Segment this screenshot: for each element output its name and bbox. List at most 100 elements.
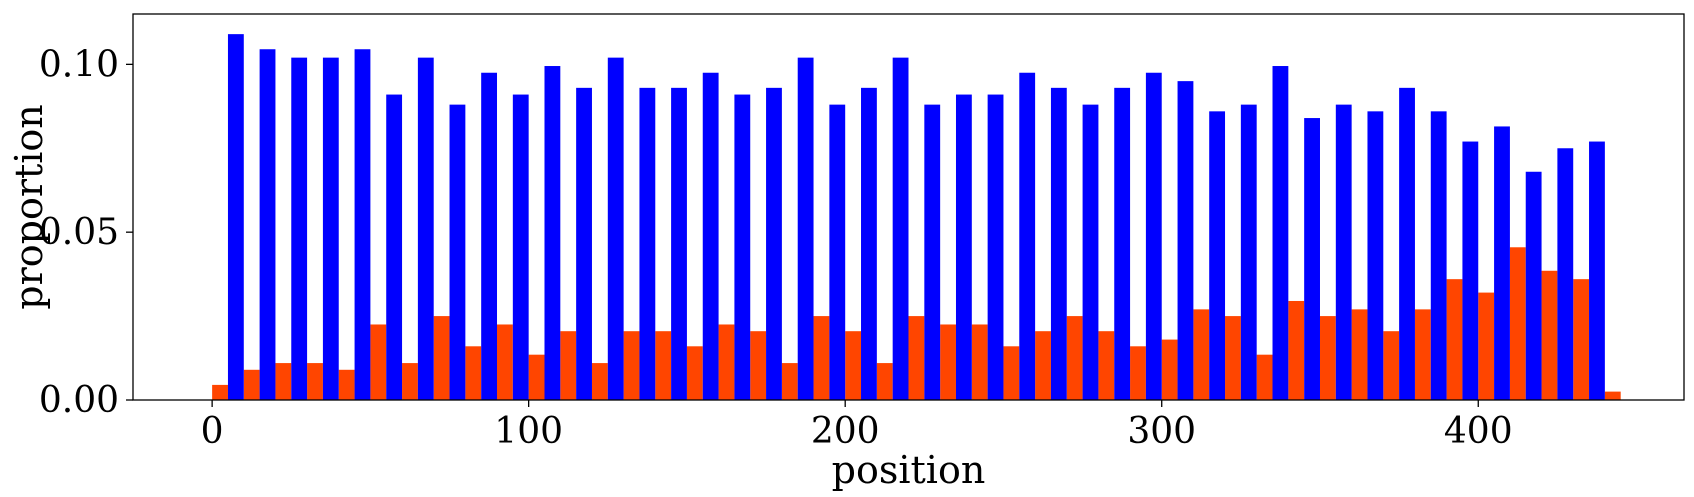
bar-series2-bin2 (291, 57, 308, 401)
bar-series1-bin4 (338, 369, 355, 400)
bar-series1-bin10 (528, 354, 545, 400)
bar-series1-bin9 (497, 324, 513, 400)
bar-series1-bin40 (1478, 292, 1495, 400)
bar-series2-bin0 (227, 34, 244, 400)
bar-series1-bin41 (1509, 247, 1526, 400)
bar-series2-bin9 (512, 94, 529, 400)
bar-series2-bin31 (1209, 111, 1226, 401)
bar-series1-bin44 (1604, 391, 1621, 400)
plot-frame (132, 13, 1685, 401)
bar-series2-bin10 (544, 66, 561, 400)
bar-series1-bin7 (433, 316, 450, 400)
y-tick-label: 0.05 (39, 212, 119, 253)
bar-series1-bin35 (1319, 316, 1336, 400)
bar-series2-bin1 (259, 49, 276, 401)
bar-series1-bin0 (212, 384, 228, 400)
bar-series2-bin8 (481, 72, 498, 400)
bar-series1-bin38 (1414, 309, 1431, 400)
bar-series1-bin28 (1098, 331, 1115, 400)
x-tick-label: 300 (1127, 411, 1196, 452)
bar-series1-bin33 (1256, 354, 1273, 400)
bar-series1-bin36 (1351, 309, 1368, 400)
bar-series1-bin26 (1035, 331, 1051, 400)
x-tick-label: 200 (811, 411, 880, 452)
bars-group (212, 34, 1621, 401)
bar-series2-bin21 (892, 57, 909, 401)
bar-series1-bin42 (1541, 270, 1558, 400)
bar-series2-bin18 (797, 57, 814, 401)
bar-series2-bin29 (1145, 72, 1162, 400)
bar-series2-bin4 (354, 49, 371, 401)
bar-series1-bin37 (1383, 331, 1400, 400)
bar-series2-bin7 (449, 104, 466, 400)
bar-series2-bin32 (1240, 104, 1257, 400)
bar-series1-bin39 (1446, 279, 1463, 400)
bar-series1-bin6 (402, 363, 418, 400)
y-tick-label: 0.10 (39, 44, 119, 85)
bar-series1-bin24 (971, 324, 988, 400)
bar-series2-bin33 (1272, 66, 1289, 400)
bar-series2-bin43 (1589, 141, 1605, 400)
bar-series2-bin26 (1050, 87, 1067, 400)
bar-series2-bin20 (861, 87, 877, 400)
bar-series1-bin16 (718, 324, 735, 400)
bar-series2-bin36 (1367, 111, 1384, 401)
bar-series2-bin11 (576, 87, 592, 400)
bar-series2-bin12 (607, 57, 624, 401)
bar-series2-bin30 (1177, 81, 1194, 400)
bar-series1-bin2 (275, 363, 292, 400)
bar-series1-bin1 (243, 369, 260, 400)
bar-series1-bin20 (845, 331, 862, 400)
bar-series1-bin14 (655, 331, 672, 400)
bar-series2-bin27 (1082, 104, 1099, 400)
x-tick-label: 400 (1444, 411, 1513, 452)
bar-series1-bin32 (1225, 316, 1241, 400)
bar-series2-bin37 (1399, 87, 1415, 400)
bar-series1-bin23 (940, 324, 956, 400)
bar-series2-bin41 (1525, 171, 1542, 400)
bar-series2-bin6 (417, 57, 434, 401)
bar-series1-bin12 (591, 363, 608, 400)
bar-series2-bin13 (639, 87, 656, 400)
bar-series1-bin43 (1573, 279, 1590, 400)
bar-series1-bin25 (1003, 346, 1020, 400)
y-axis-label: proportion (7, 104, 51, 310)
bar-series2-bin24 (987, 94, 1004, 400)
bar-series1-bin34 (1288, 300, 1305, 400)
bar-series2-bin25 (1019, 72, 1036, 400)
bar-series1-bin19 (813, 316, 830, 400)
bar-series1-bin8 (465, 346, 482, 400)
x-axis-ticks: 0 100 200 300 400 (201, 400, 1513, 452)
bar-series2-bin3 (322, 57, 339, 401)
bar-series2-bin42 (1557, 148, 1574, 400)
bar-series1-bin5 (370, 324, 387, 400)
bar-series2-bin35 (1335, 104, 1352, 400)
bar-series1-bin18 (781, 363, 798, 400)
bar-series2-bin34 (1304, 118, 1320, 400)
bar-series2-bin40 (1494, 126, 1510, 400)
x-axis-label: position (832, 448, 986, 492)
bar-series2-bin23 (955, 94, 972, 400)
bar-series1-bin11 (560, 331, 577, 400)
bar-series2-bin14 (671, 87, 687, 400)
bar-series1-bin22 (908, 316, 925, 400)
bar-series1-bin31 (1193, 309, 1210, 400)
bar-series2-bin39 (1462, 141, 1479, 400)
bar-series2-bin5 (386, 94, 403, 400)
bar-series2-bin16 (734, 94, 751, 400)
bar-series2-bin17 (766, 87, 782, 400)
y-axis-ticks: 0.00 0.05 0.10 (39, 44, 133, 421)
bar-series1-bin21 (876, 363, 893, 400)
bar-series1-bin17 (750, 331, 767, 400)
bar-series2-bin28 (1114, 87, 1131, 400)
bar-series1-bin30 (1161, 339, 1178, 400)
bar-series1-bin13 (623, 331, 640, 400)
bar-series1-bin15 (686, 346, 703, 400)
bar-series1-bin3 (307, 363, 323, 400)
bar-series2-bin38 (1430, 111, 1447, 401)
x-tick-label: 100 (494, 411, 563, 452)
y-tick-label: 0.00 (39, 380, 119, 421)
bar-series2-bin22 (924, 104, 941, 400)
bar-series2-bin15 (702, 72, 719, 400)
